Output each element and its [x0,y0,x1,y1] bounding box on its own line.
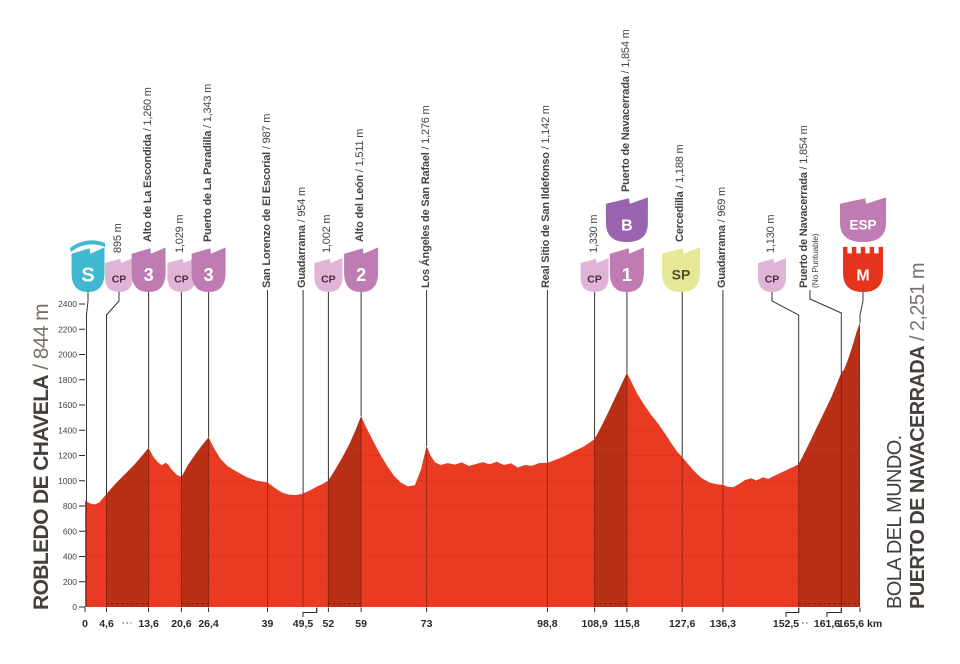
badge-letter: 2 [356,265,366,285]
finish-location-label: BOLA DEL MUNDO. PUERTO DE NAVACERRADA / … [884,263,930,609]
badge-letter: SP [672,267,691,283]
y-axis-label: 400 [63,552,77,562]
badge-CP: CP [167,258,196,292]
y-axis-label: 1000 [58,476,77,486]
y-axis-label: 1400 [58,425,77,435]
badge-letter: 3 [144,265,154,285]
badge-3: 3 [131,247,166,292]
x-axis-label-elbow [826,608,842,617]
badge-letter: CP [321,274,336,286]
badge-1: 1 [609,247,644,292]
badge-letter: CP [587,274,602,286]
climb-section-band [328,322,362,607]
x-axis-label: 20,6 [171,618,192,630]
marker-leader-line [106,292,120,494]
climb-section-band [106,322,149,607]
y-axis-label: 600 [63,526,77,536]
badge-letter: CP [174,274,189,286]
marker-leader-line [771,292,800,465]
badge-CP: CP [758,258,786,292]
x-axis-label: 52 [323,618,335,630]
badge-letter: M [856,267,869,284]
badge-ESP: ESP [840,197,886,242]
finish-line1: BOLA DEL MUNDO. [884,435,906,609]
finish-line2: PUERTO DE NAVACERRADA / 2,251 m [907,263,930,609]
x-axis-label: 98,8 [537,618,558,630]
finish-elevation: / 2,251 m [907,263,929,347]
badge-letter: S [81,265,94,287]
x-axis-label: 26,4 [198,618,219,630]
x-axis-label: 13,6 [138,618,159,630]
y-axis-label: 2200 [58,324,77,334]
badge-2: 2 [344,247,379,292]
badge-letter: B [621,217,633,234]
marker-leader-line [86,292,89,502]
badge-S: S [71,247,105,292]
x-axis-label: 4,6 [99,618,114,630]
badge-letter: CP [112,274,127,286]
y-axis-label: 1200 [58,451,77,461]
x-axis-label: 59 [355,618,367,630]
y-axis-label: 1600 [58,400,77,410]
x-axis-label: 49,5 [293,618,314,630]
climb-section-band [798,322,860,607]
badge-B: B [605,197,648,242]
x-axis-label: 108,9 [582,618,608,630]
start-location-label: ROBLEDO DE CHAVELA / 844 m [30,304,54,610]
x-axis-label: 0 [82,618,88,630]
start-elevation: / 844 m [30,303,53,375]
climb-section-band [594,322,627,607]
x-axis-label: 115,8 [614,618,640,630]
start-name: ROBLEDO DE CHAVELA [30,375,53,610]
y-axis-label: 2000 [58,350,77,360]
x-axis-label: 73 [421,618,433,630]
x-axis-label: 127,6 [669,618,695,630]
badge-M: M [843,246,883,292]
x-axis-label: 136,3 [710,618,736,630]
badge-letter: CP [765,274,780,286]
badge-3: 3 [191,247,226,292]
badge-CP: CP [314,258,343,292]
y-axis-label: 1800 [58,375,77,385]
badge-CP: CP [105,258,133,292]
marker-leader-line [809,290,842,373]
x-axis-label: 161,6 [814,618,840,630]
x-axis-label: 152,5 [773,618,799,630]
badge-letter: ESP [849,217,876,232]
y-axis-label: 2400 [58,299,77,309]
elevation-profile-area [85,322,860,607]
y-axis-label: 0 [72,602,77,612]
start-swoosh-icon [70,240,105,252]
badge-letter: 3 [204,265,214,285]
x-axis-label: 165,6 km [838,618,882,630]
x-axis-label: 39 [262,618,274,630]
finish-name: PUERTO DE NAVACERRADA [907,346,929,609]
climb-section-band [181,322,209,607]
y-axis-label: 200 [63,577,77,587]
x-axis-label-elbow [302,608,318,617]
badge-letter: 1 [622,265,632,285]
x-axis-label-elbow [785,608,800,617]
badge-CP: CP [580,258,609,292]
marker-leader-line [859,292,864,323]
badge-SP: SP [662,247,700,292]
y-axis-label: 800 [63,501,77,511]
